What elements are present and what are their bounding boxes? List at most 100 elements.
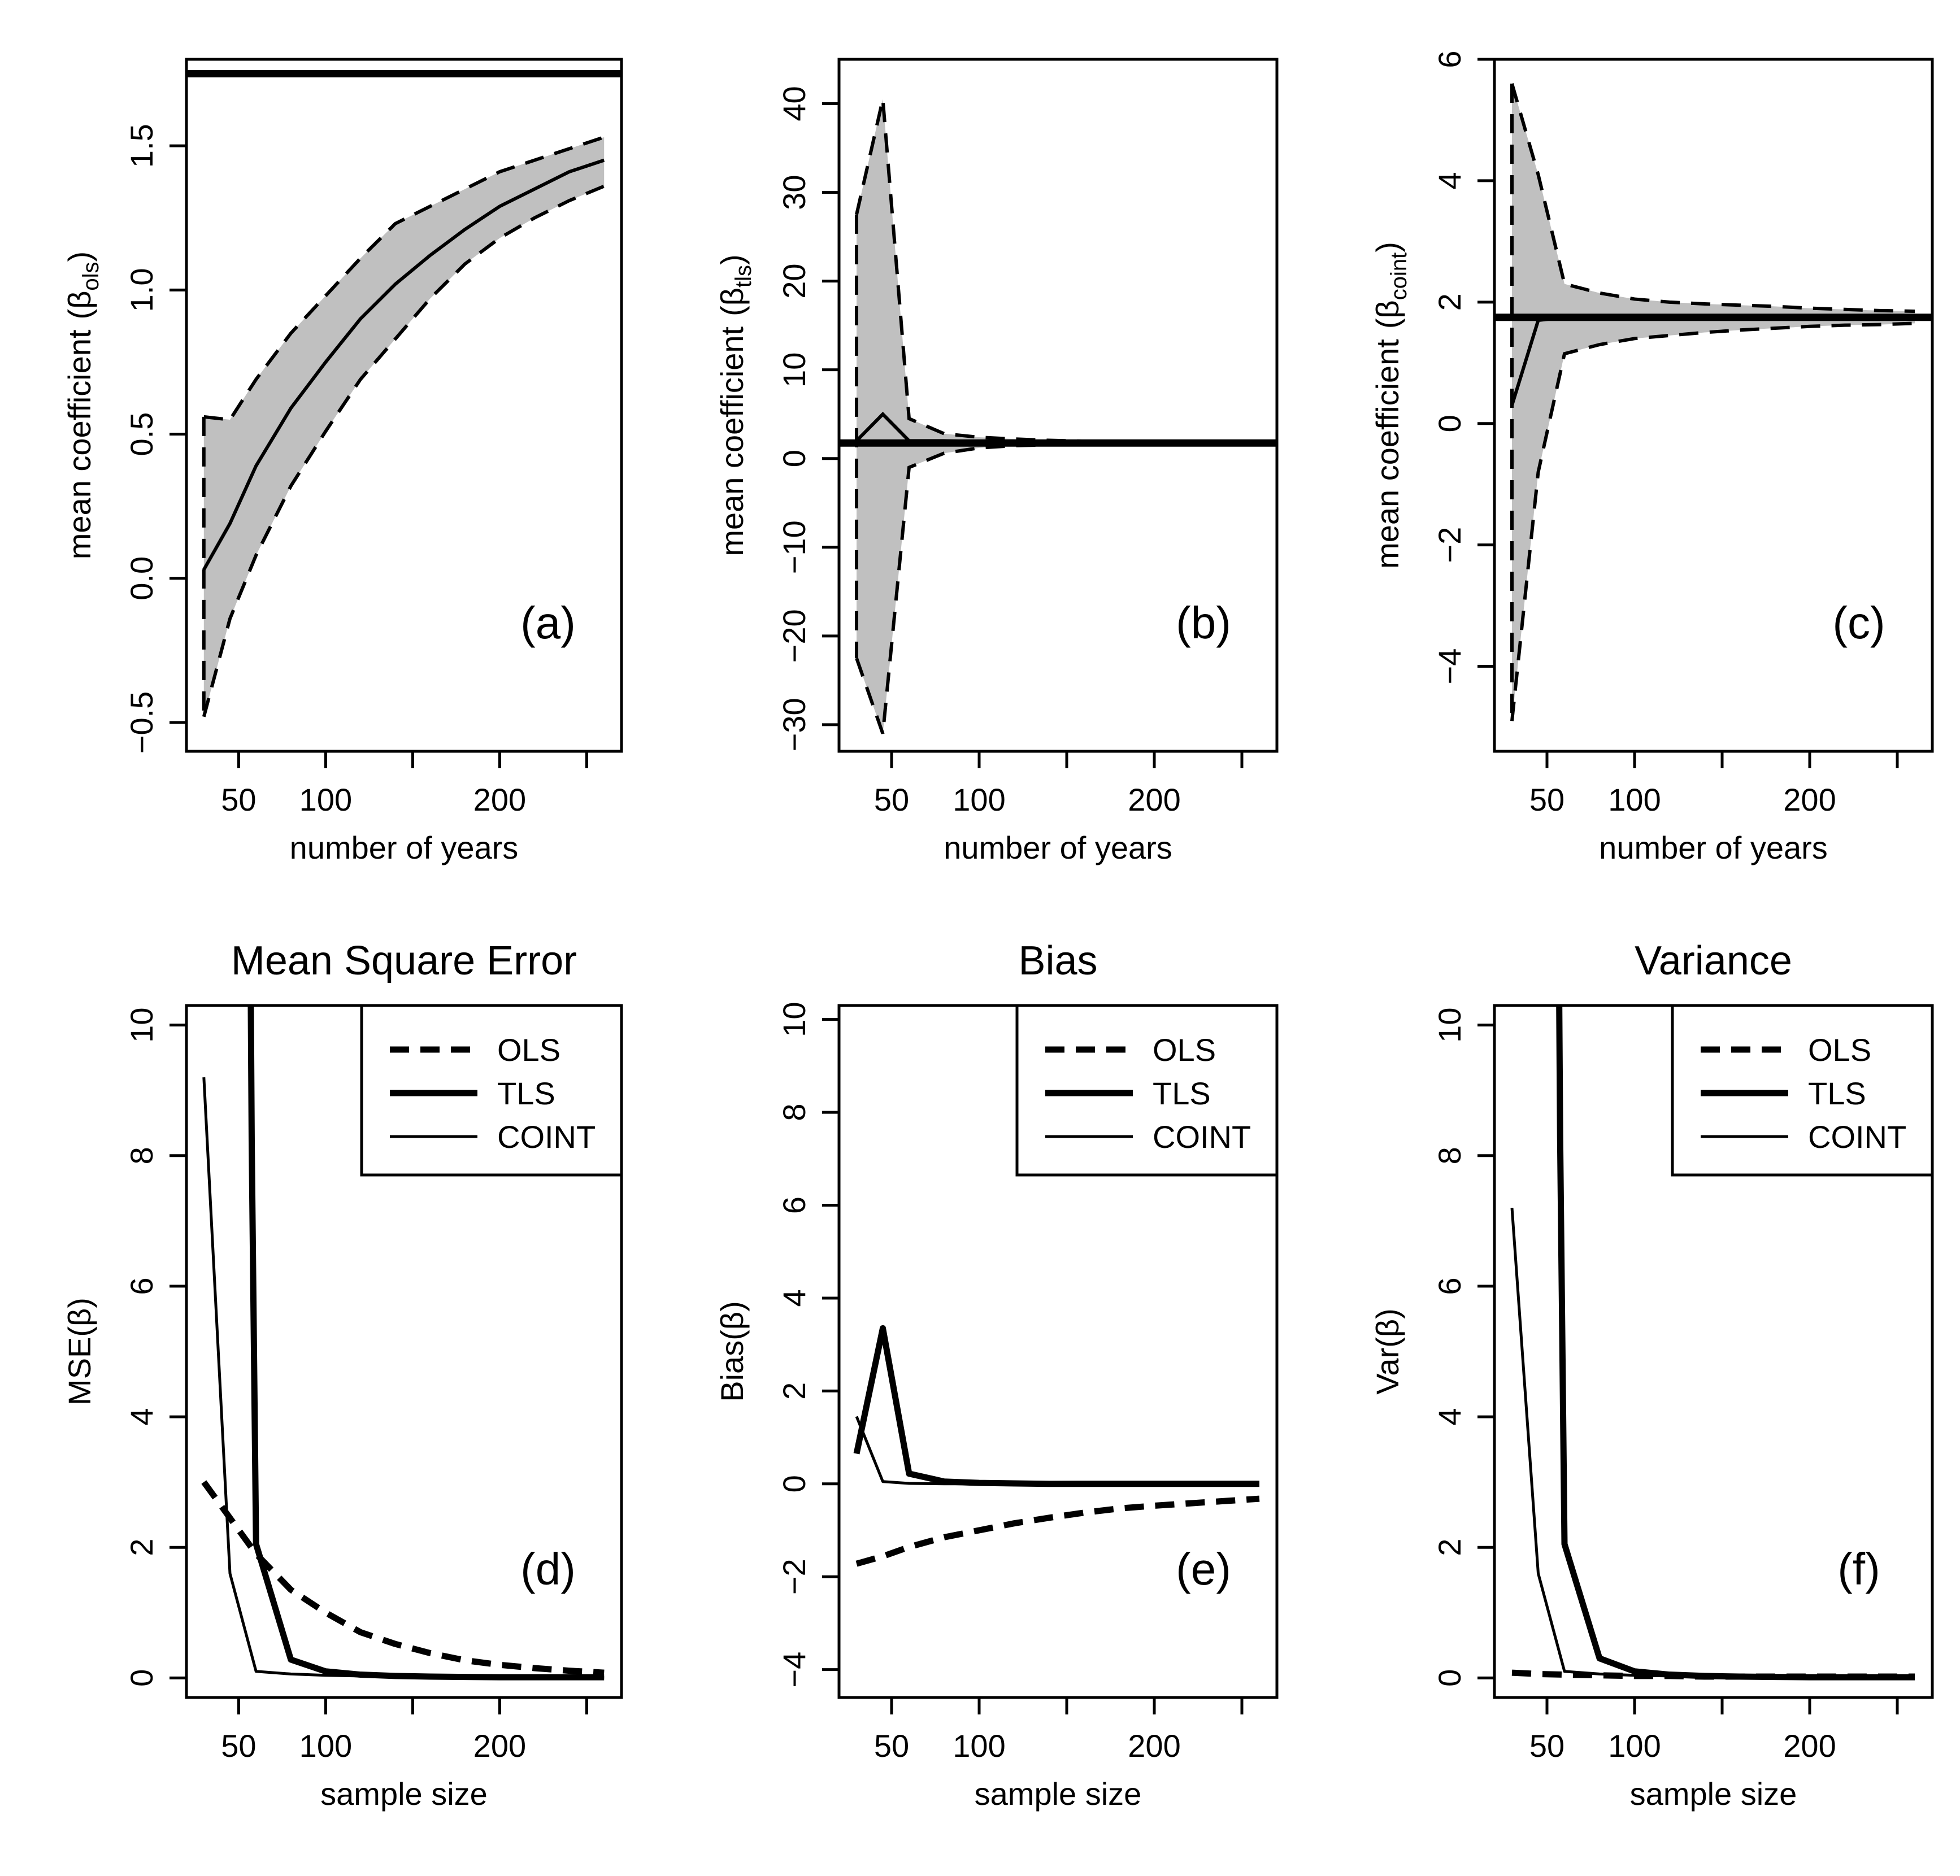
plot-area <box>1510 1006 1915 1681</box>
x-tick-label: 50 <box>874 1728 909 1764</box>
legend-label-tls: TLS <box>1808 1076 1866 1111</box>
plot-area <box>1494 83 1932 721</box>
legend-label-coint: COINT <box>1808 1119 1906 1155</box>
series-line-coint <box>855 1416 1259 1486</box>
x-axis-label: sample size <box>1630 1776 1797 1812</box>
y-tick-label: 30 <box>776 175 812 210</box>
confidence-band <box>203 137 605 717</box>
plot-frame <box>837 58 1279 753</box>
legend-label-tls: TLS <box>497 1076 555 1111</box>
panel-title: Bias <box>1018 938 1097 983</box>
y-axis-label: mean coefficient (βcoint) <box>1370 242 1411 569</box>
y-tick-label: −20 <box>776 609 812 663</box>
y-tick-label: −2 <box>776 1559 812 1595</box>
y-axis-label-prefix: mean coefficient <box>714 326 750 556</box>
y-tick-label: −0.5 <box>124 691 159 754</box>
panel-title: Mean Square Error <box>231 938 577 983</box>
y-tick-label: 0.0 <box>124 556 159 600</box>
legend-label-ols: OLS <box>1808 1032 1871 1068</box>
y-tick-label: 0 <box>1432 415 1467 432</box>
y-axis-label-paren: ) <box>714 254 750 265</box>
y-axis-label-prefix: mean coefficient <box>1370 339 1405 569</box>
y-axis-label-paren: ( <box>62 308 97 319</box>
panel-c: 50 100 200 −4 −2 0 2 4 6 number of years mean coef… <box>1370 50 1934 865</box>
x-tick-label: 50 <box>221 782 256 817</box>
x-tick-label: 100 <box>953 782 1005 817</box>
y-tick-label: 6 <box>1432 1277 1467 1295</box>
y-axis-label-paren: ) <box>62 1298 97 1308</box>
y-axis-label-symbol: β <box>1370 300 1405 318</box>
y-axis-label-prefix: MSE <box>62 1337 97 1405</box>
upper-bound-line <box>203 135 605 422</box>
y-axis-label-paren: ) <box>1370 1308 1405 1319</box>
legend: OLS TLS COINT <box>360 1004 623 1177</box>
x-tick-label: 200 <box>1783 782 1836 817</box>
x-tick-label: 50 <box>1529 1728 1564 1764</box>
y-tick-label: 0 <box>776 450 812 467</box>
y-axis-label-prefix: Bias <box>714 1340 750 1402</box>
y-tick-label: 8 <box>124 1147 159 1164</box>
panel-label: (e) <box>1176 1544 1231 1594</box>
y-tick-label: 6 <box>776 1196 812 1214</box>
y-tick-label: −2 <box>1432 527 1467 563</box>
x-tick-label: 200 <box>1128 1728 1180 1764</box>
y-axis-label-paren: ( <box>714 306 750 316</box>
y-tick-label: 0.5 <box>124 412 159 456</box>
series-line-coint <box>1510 1208 1915 1679</box>
panel-title: Variance <box>1635 938 1792 983</box>
mean-line <box>202 158 605 571</box>
x-tick-label: 50 <box>1529 782 1564 817</box>
y-axis-label-paren: ) <box>1370 242 1405 253</box>
x-tick-label: 100 <box>299 782 352 817</box>
y-tick-label: 2 <box>124 1539 159 1556</box>
x-tick-label: 200 <box>1128 782 1180 817</box>
series-line-ols <box>201 1480 605 1676</box>
x-axis-label: sample size <box>320 1776 488 1812</box>
y-tick-label: 40 <box>776 86 812 121</box>
y-tick-label: 6 <box>124 1277 159 1295</box>
legend-label-tls: TLS <box>1153 1076 1211 1111</box>
legend-label-coint: COINT <box>497 1119 596 1155</box>
y-tick-label: 10 <box>1432 1008 1467 1043</box>
panel-label: (a) <box>520 598 576 648</box>
x-axis-label: number of years <box>290 830 519 865</box>
y-tick-label: −4 <box>1432 648 1467 685</box>
y-tick-label: 20 <box>776 263 812 298</box>
lower-bound-line <box>1510 321 1915 721</box>
plot-frame <box>185 58 623 753</box>
y-tick-label: 8 <box>1432 1147 1467 1164</box>
y-tick-label: 4 <box>776 1289 812 1307</box>
x-tick-label: 50 <box>221 1728 256 1764</box>
y-axis-label-paren: ( <box>62 1326 97 1337</box>
y-tick-label: 4 <box>1432 172 1467 189</box>
plot-area <box>853 1325 1260 1567</box>
x-axis-label: number of years <box>1599 830 1828 865</box>
x-tick-label: 100 <box>299 1728 352 1764</box>
y-axis-label-subscript: tls <box>731 265 756 288</box>
y-tick-label: −4 <box>776 1652 812 1688</box>
plot-area <box>839 99 1277 734</box>
y-tick-label: 0 <box>124 1669 159 1687</box>
y-axis-label-paren: ( <box>714 1330 750 1340</box>
y-axis-label: Bias(β) <box>714 1301 750 1401</box>
legend-label-ols: OLS <box>497 1032 560 1068</box>
y-tick-label: 6 <box>1432 50 1467 68</box>
panel-a: 50 100 200 −0.5 0.0 0.5 1.0 1.5 number of years m… <box>62 58 623 865</box>
y-axis-label: MSE(β) <box>62 1298 97 1405</box>
upper-bound-line <box>1510 83 1915 313</box>
panel-d: 50 100 200 0 2 4 6 8 10 sample size MSE(β) Mean Squ… <box>62 938 623 1812</box>
y-tick-label: 2 <box>1432 1539 1467 1556</box>
panel-label: (d) <box>520 1544 576 1594</box>
panel-f: 50 100 200 0 2 4 6 8 10 sample size Var(β) Variance… <box>1370 938 1934 1812</box>
y-axis-label-prefix: mean coefficient <box>62 329 97 559</box>
y-axis-label-symbol: β <box>714 288 750 306</box>
y-tick-label: 2 <box>1432 293 1467 311</box>
panel-label: (c) <box>1832 598 1885 648</box>
y-axis-label: mean coefficient (βtls) <box>714 254 756 556</box>
y-axis-label-paren: ) <box>62 251 97 262</box>
y-axis-label-paren: ) <box>714 1301 750 1312</box>
lower-bound-line <box>202 184 605 717</box>
plot-frame <box>1493 58 1934 753</box>
